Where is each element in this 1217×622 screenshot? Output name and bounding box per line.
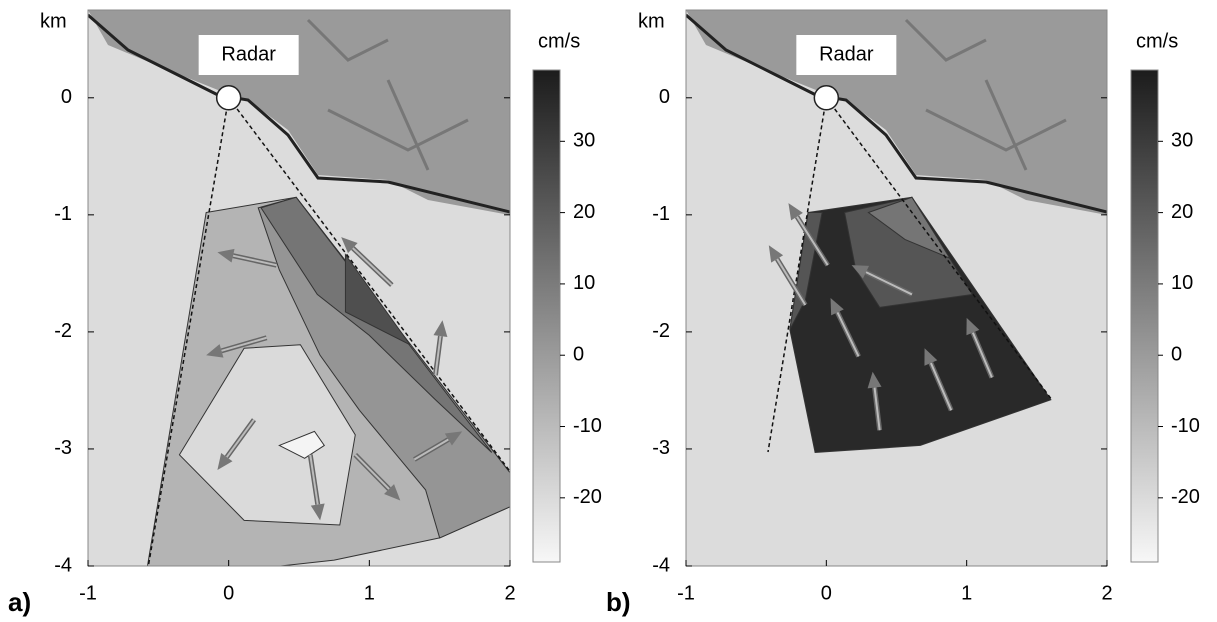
colorbar [533,70,560,562]
colorbar-tick-label: 20 [1171,201,1193,223]
y-tick-label: -4 [54,554,72,576]
colorbar-tick-label: -20 [573,486,602,508]
y-unit: km [40,10,67,32]
x-tick-label: 2 [1101,582,1112,604]
colorbar-tick-label: 30 [573,130,595,152]
y-tick-label: -2 [54,320,72,342]
x-tick-label: 0 [223,582,234,604]
y-tick-label: -4 [652,554,670,576]
colorbar-tick-label: -10 [1171,415,1200,437]
y-unit: km [638,10,665,32]
y-tick-label: -1 [652,203,670,225]
x-tick-label: -1 [79,582,97,604]
colorbar-tick-label: -10 [573,415,602,437]
y-tick-label: -3 [54,437,72,459]
colorbar-tick-label: -20 [1171,486,1200,508]
y-tick-label: -2 [652,320,670,342]
radar-label: Radar [221,43,276,65]
colorbar-tick-label: 0 [573,343,584,365]
figure: Radarkm-4-3-2-10-1012a)cm/s-20-100102030… [0,0,1217,622]
x-tick-label: 1 [961,582,972,604]
colorbar-label: cm/s [538,30,580,52]
y-tick-label: 0 [659,86,670,108]
radar-marker [217,86,241,110]
x-tick-label: 2 [504,582,515,604]
colorbar-tick-label: 20 [573,201,595,223]
x-tick-label: -1 [677,582,695,604]
y-tick-label: -1 [54,203,72,225]
colorbar-tick-label: 10 [1171,272,1193,294]
x-tick-label: 0 [821,582,832,604]
radar-marker [814,86,838,110]
radar-label: Radar [819,43,874,65]
y-tick-label: -3 [652,437,670,459]
x-tick-label: 1 [364,582,375,604]
panel-label: b) [606,587,631,617]
colorbar [1131,70,1158,562]
y-tick-label: 0 [61,86,72,108]
colorbar-tick-label: 0 [1171,343,1182,365]
colorbar-tick-label: 10 [573,272,595,294]
colorbar-tick-label: 30 [1171,130,1193,152]
colorbar-label: cm/s [1136,30,1178,52]
panel-label: a) [8,587,31,617]
